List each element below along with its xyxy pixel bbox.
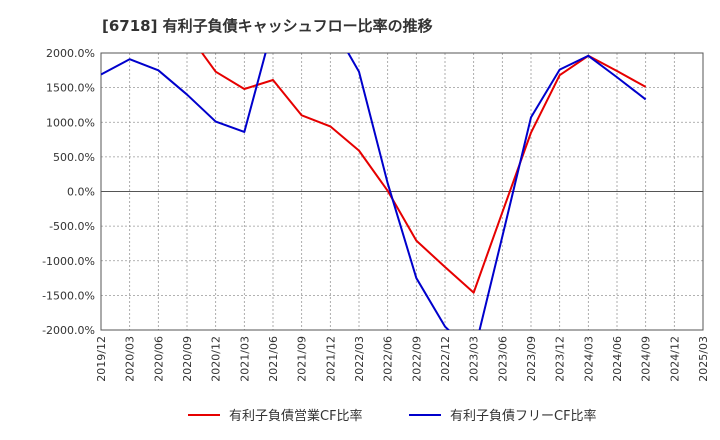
legend-label-operating-cf: 有利子負債営業CF比率 <box>229 408 363 424</box>
x-axis-ticks: 2019/12 2020/03 2020/06 2020/09 2020/12 2021/… <box>95 336 710 382</box>
y-tick-label: 500.0% <box>53 151 95 164</box>
x-tick-label: 2023/09 <box>525 336 538 382</box>
x-tick-label: 2022/12 <box>439 336 452 382</box>
x-tick-label: 2023/06 <box>496 336 509 382</box>
legend: 有利子負債営業CF比率 有利子負債フリーCF比率 <box>188 408 597 424</box>
x-tick-label: 2022/09 <box>410 336 423 382</box>
y-tick-label: 0.0% <box>67 186 95 199</box>
x-tick-label: 2020/12 <box>210 336 223 382</box>
y-tick-label: 2000.0% <box>46 47 95 60</box>
y-tick-label: 1500.0% <box>46 82 95 95</box>
x-tick-label: 2022/03 <box>353 336 366 382</box>
chart-title: [6718] 有利子負債キャッシュフロー比率の推移 <box>102 17 433 35</box>
x-tick-label: 2019/12 <box>95 336 108 382</box>
y-tick-label: -1000.0% <box>42 255 95 268</box>
x-tick-label: 2021/06 <box>267 336 280 382</box>
x-tick-label: 2023/03 <box>468 336 481 382</box>
x-tick-label: 2021/03 <box>238 336 251 382</box>
axes <box>100 52 704 331</box>
y-tick-label: -1500.0% <box>42 289 95 302</box>
x-tick-label: 2024/03 <box>582 336 595 382</box>
x-tick-label: 2021/12 <box>324 336 337 382</box>
series-layer <box>101 53 647 330</box>
x-tick-label: 2024/06 <box>611 336 624 382</box>
x-tick-label: 2020/09 <box>181 336 194 382</box>
legend-label-free-cf: 有利子負債フリーCF比率 <box>450 408 597 424</box>
plot-frame <box>100 52 704 331</box>
x-tick-label: 2024/12 <box>668 336 681 382</box>
x-tick-label: 2025/03 <box>697 336 710 382</box>
y-axis-ticks: 2000.0% 1500.0% 1000.0% 500.0% 0.0% -500.0% -1… <box>42 47 95 337</box>
x-tick-label: 2024/09 <box>640 336 653 382</box>
x-tick-label: 2020/03 <box>124 336 137 382</box>
x-tick-label: 2022/06 <box>382 336 395 382</box>
grid <box>101 53 703 330</box>
y-tick-label: -500.0% <box>49 220 95 233</box>
x-tick-label: 2020/06 <box>152 336 165 382</box>
y-tick-label: 1000.0% <box>46 116 95 129</box>
series-line-1 <box>101 53 647 330</box>
y-tick-label: -2000.0% <box>42 324 95 337</box>
x-tick-label: 2021/09 <box>296 336 309 382</box>
x-tick-label: 2023/12 <box>554 336 567 382</box>
